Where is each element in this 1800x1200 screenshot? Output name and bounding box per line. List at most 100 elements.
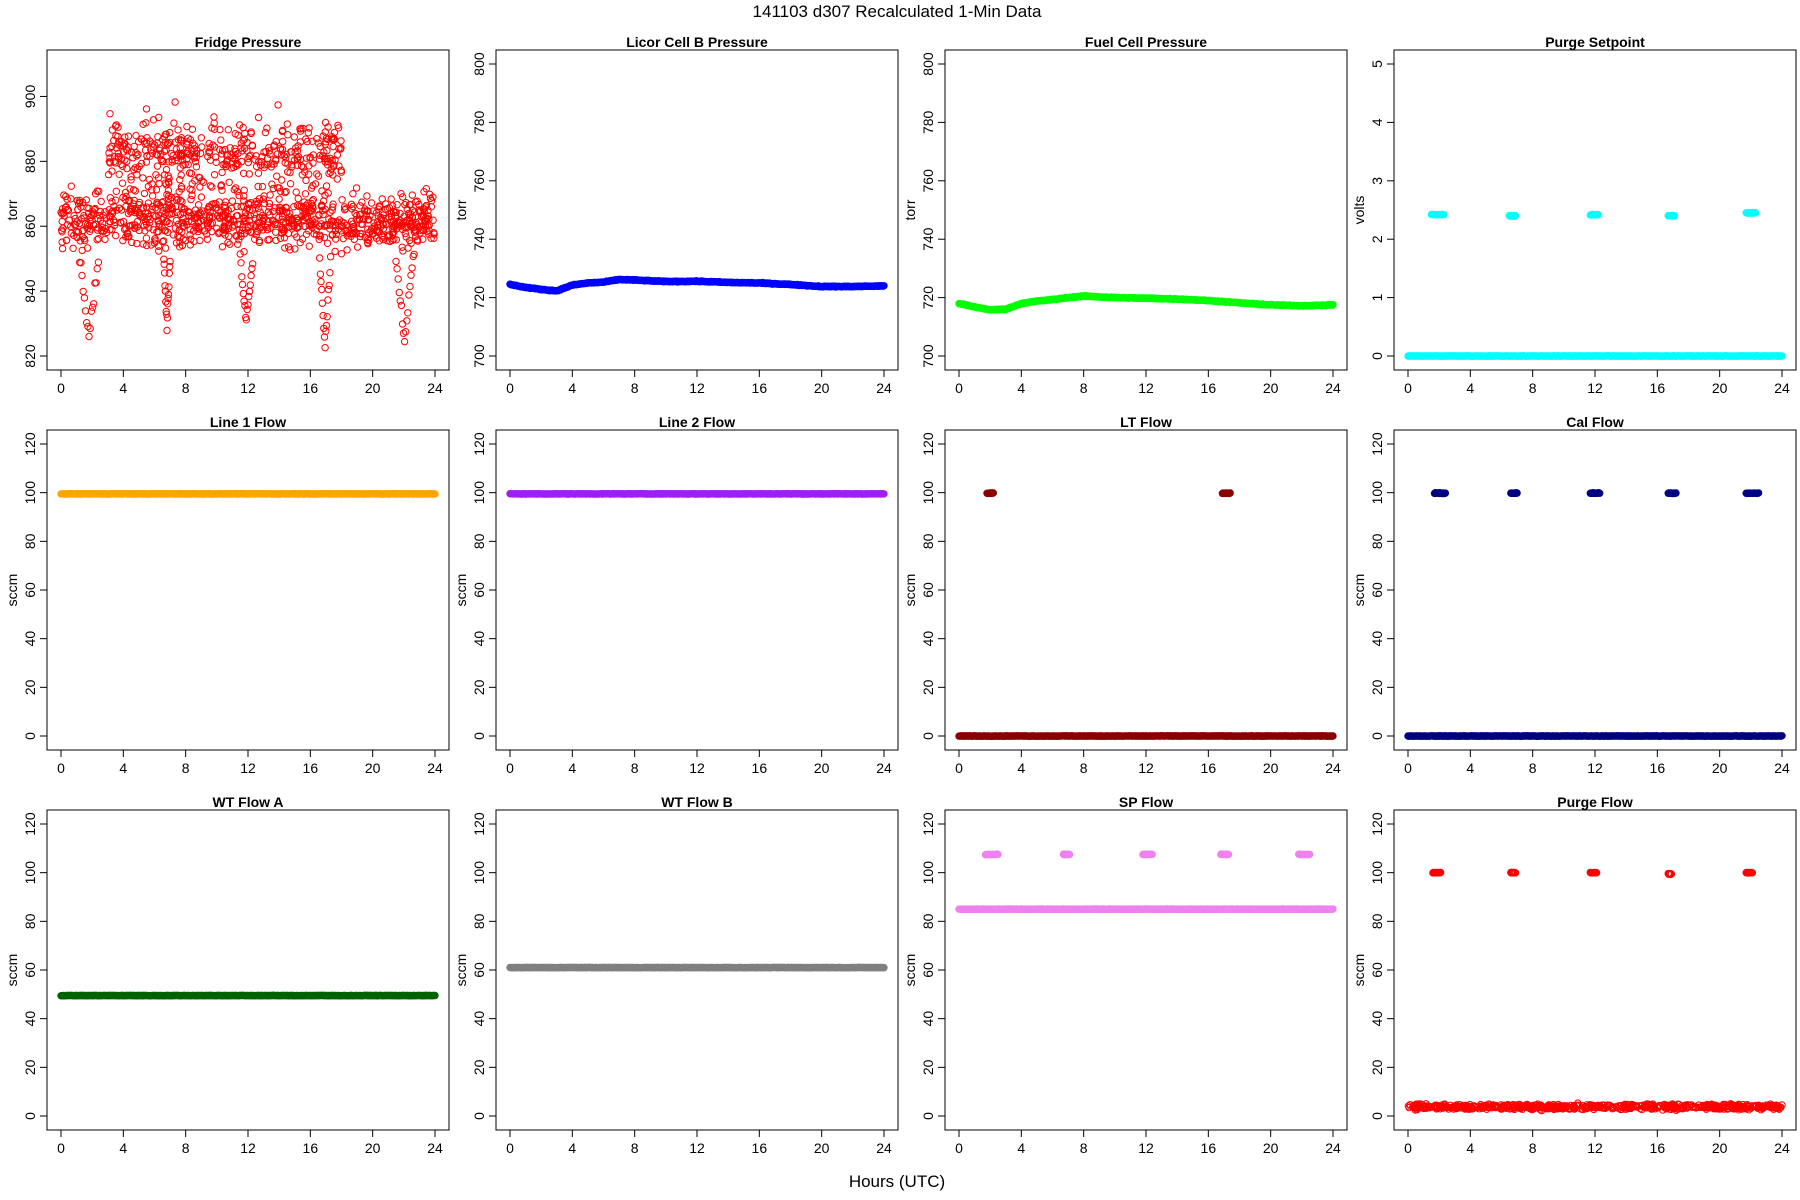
- data-point: [278, 223, 286, 232]
- x-tick-label: 4: [568, 380, 576, 396]
- data-point: [126, 222, 135, 230]
- data-point: [87, 307, 96, 315]
- data-point: [315, 211, 323, 220]
- y-tick-label: 120: [920, 432, 936, 456]
- y-tick-label: 120: [471, 432, 487, 456]
- data-point: [309, 195, 317, 204]
- data-point: [203, 216, 212, 224]
- data-point: [248, 264, 256, 273]
- data-point: [245, 292, 253, 301]
- data-point: [406, 282, 414, 291]
- data-point: [164, 172, 172, 180]
- series-points: [955, 489, 1337, 740]
- data-point: [233, 232, 241, 240]
- data-point: [320, 233, 329, 242]
- data-point: [183, 141, 191, 149]
- data-point: [271, 204, 279, 212]
- data-point: [303, 213, 312, 221]
- data-point: [292, 188, 300, 196]
- data-point: [273, 172, 281, 180]
- data-point: [426, 194, 435, 203]
- data-point: [405, 209, 413, 218]
- data-point: [191, 157, 200, 166]
- data-point: [316, 254, 324, 262]
- data-point: [327, 168, 335, 177]
- data-point: [127, 173, 135, 181]
- data-point: [164, 290, 173, 299]
- data-point: [358, 220, 367, 229]
- data-point: [154, 174, 163, 182]
- y-tick-label: 20: [920, 679, 936, 695]
- data-point: [83, 244, 92, 252]
- data-point: [153, 151, 162, 159]
- y-tick-label: 120: [22, 432, 38, 456]
- data-point: [140, 189, 149, 198]
- data-point: [124, 132, 133, 140]
- data-point: [90, 300, 98, 308]
- data-point: [261, 128, 270, 137]
- x-tick-label: 12: [240, 760, 256, 776]
- y-tick-label: 0: [1369, 732, 1385, 740]
- data-point: [272, 155, 280, 163]
- data-point: [172, 196, 181, 204]
- data-point: [105, 149, 113, 157]
- data-point: [272, 228, 280, 236]
- data-point: [161, 179, 170, 187]
- data-point: [349, 202, 357, 211]
- data-point: [95, 211, 104, 220]
- data-point: [221, 226, 230, 235]
- data-point: [249, 260, 257, 268]
- y-tick-label: 880: [22, 149, 38, 173]
- data-point: [302, 176, 310, 185]
- y-tick-label: 820: [22, 344, 38, 368]
- data-point: [297, 162, 306, 170]
- data-point: [321, 118, 330, 127]
- data-point: [384, 233, 393, 241]
- data-point: [153, 162, 162, 170]
- data-point: [315, 235, 323, 244]
- data-point: [231, 147, 240, 156]
- data-point: [132, 131, 140, 140]
- data-point: [302, 213, 310, 222]
- data-point: [318, 299, 327, 307]
- x-tick-label: 12: [1138, 380, 1154, 396]
- data-point: [398, 320, 407, 328]
- data-point: [141, 209, 150, 218]
- data-point: [88, 303, 97, 311]
- data-point: [197, 193, 206, 201]
- x-tick-label: 12: [240, 380, 256, 396]
- y-axis-label: sccm: [4, 574, 20, 607]
- data-point: [160, 147, 169, 156]
- data-point: [94, 224, 102, 232]
- data-point: [177, 149, 185, 158]
- data-point: [251, 235, 259, 244]
- plot-frame: [46, 429, 450, 751]
- data-point: [177, 171, 185, 179]
- x-tick-label: 20: [1712, 380, 1728, 396]
- data-point: [298, 212, 306, 221]
- x-tick-label: 16: [1650, 760, 1666, 776]
- x-tick-label: 24: [1325, 380, 1341, 396]
- y-tick-label: 20: [1369, 679, 1385, 695]
- data-point: [159, 157, 168, 166]
- data-point: [58, 244, 67, 253]
- data-point: [142, 105, 151, 113]
- data-point: [295, 202, 303, 211]
- y-tick-label: 120: [1369, 432, 1385, 456]
- data-point: [224, 206, 233, 215]
- data-point: [299, 124, 307, 133]
- x-tick-label: 12: [689, 380, 705, 396]
- data-point: [393, 201, 401, 209]
- data-point: [402, 223, 410, 231]
- data-point: [170, 119, 178, 127]
- data-point: [228, 223, 237, 231]
- data-point: [304, 199, 312, 207]
- data-point: [142, 234, 151, 242]
- data-point: [165, 219, 174, 228]
- data-point: [65, 216, 73, 224]
- data-point: [392, 208, 400, 217]
- data-point: [425, 230, 433, 238]
- data-point: [375, 203, 384, 211]
